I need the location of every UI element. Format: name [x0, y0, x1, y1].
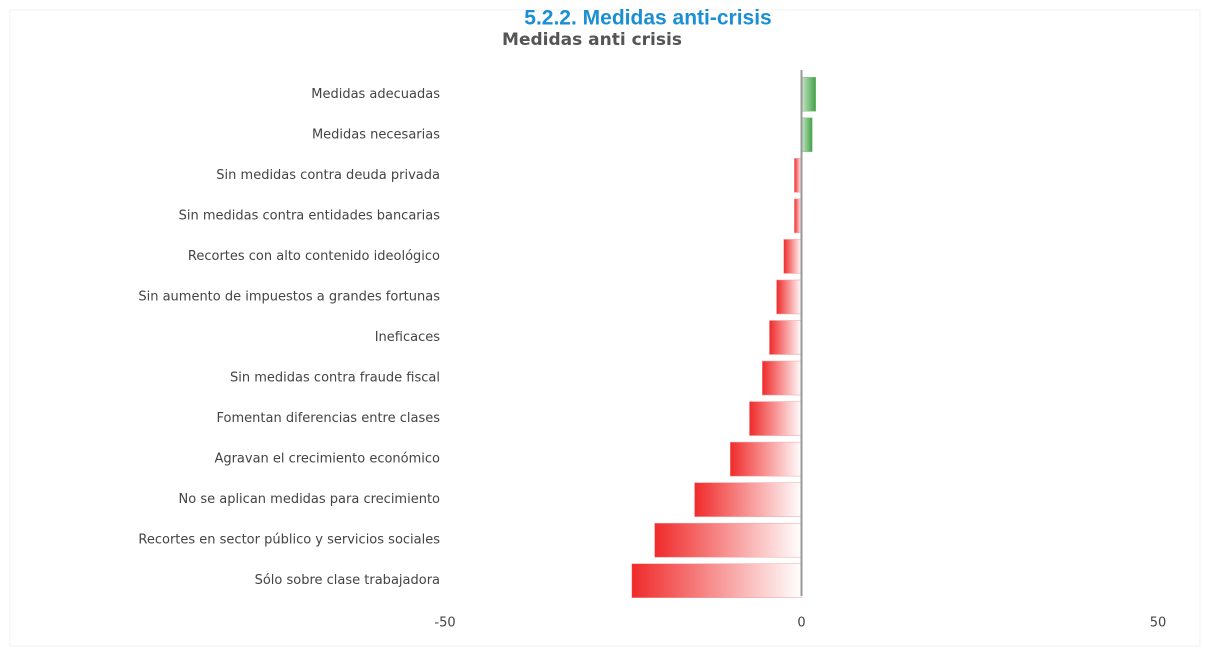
bar [794, 198, 802, 234]
y-tick-label: Agravan el crecimiento económico [214, 452, 440, 467]
y-tick-label: Sólo sobre clase trabajadora [255, 573, 440, 588]
bar [749, 401, 802, 436]
y-tick-label: Sin medidas contra deuda privada [216, 168, 440, 183]
bar [762, 360, 802, 396]
bar [769, 320, 802, 355]
bar [801, 77, 817, 112]
bar [776, 279, 802, 315]
bar [783, 239, 802, 274]
y-tick-label: Sin medidas contra fraude fiscal [230, 371, 440, 386]
y-tick-label: Ineficaces [375, 330, 441, 345]
chart-title: Medidas anti crisis [502, 30, 682, 50]
y-tick-label: Medidas necesarias [312, 127, 440, 142]
bar [694, 482, 802, 517]
bar [801, 117, 813, 153]
y-tick-label: Medidas adecuadas [311, 87, 440, 102]
y-tick-label: Sin medidas contra entidades bancarias [179, 208, 441, 223]
x-tick-label: 50 [1150, 616, 1167, 631]
y-tick-label: Sin aumento de impuestos a grandes fortu… [138, 289, 440, 304]
y-tick-label: No se aplican medidas para crecimiento [179, 492, 441, 507]
page-heading: 5.2.2. Medidas anti-crisis [524, 7, 771, 30]
y-tick-label: Fomentan diferencias entre clases [217, 411, 441, 426]
x-tick-label: 0 [797, 616, 805, 631]
bar [729, 441, 802, 477]
bar [794, 158, 802, 193]
x-tick-label: -50 [434, 616, 455, 631]
y-tick-label: Recortes con alto contenido ideológico [188, 249, 440, 264]
frame [9, 9, 1201, 647]
bar [631, 563, 802, 598]
bar [654, 522, 802, 558]
y-tick-label: Recortes en sector público y servicios s… [138, 533, 440, 548]
